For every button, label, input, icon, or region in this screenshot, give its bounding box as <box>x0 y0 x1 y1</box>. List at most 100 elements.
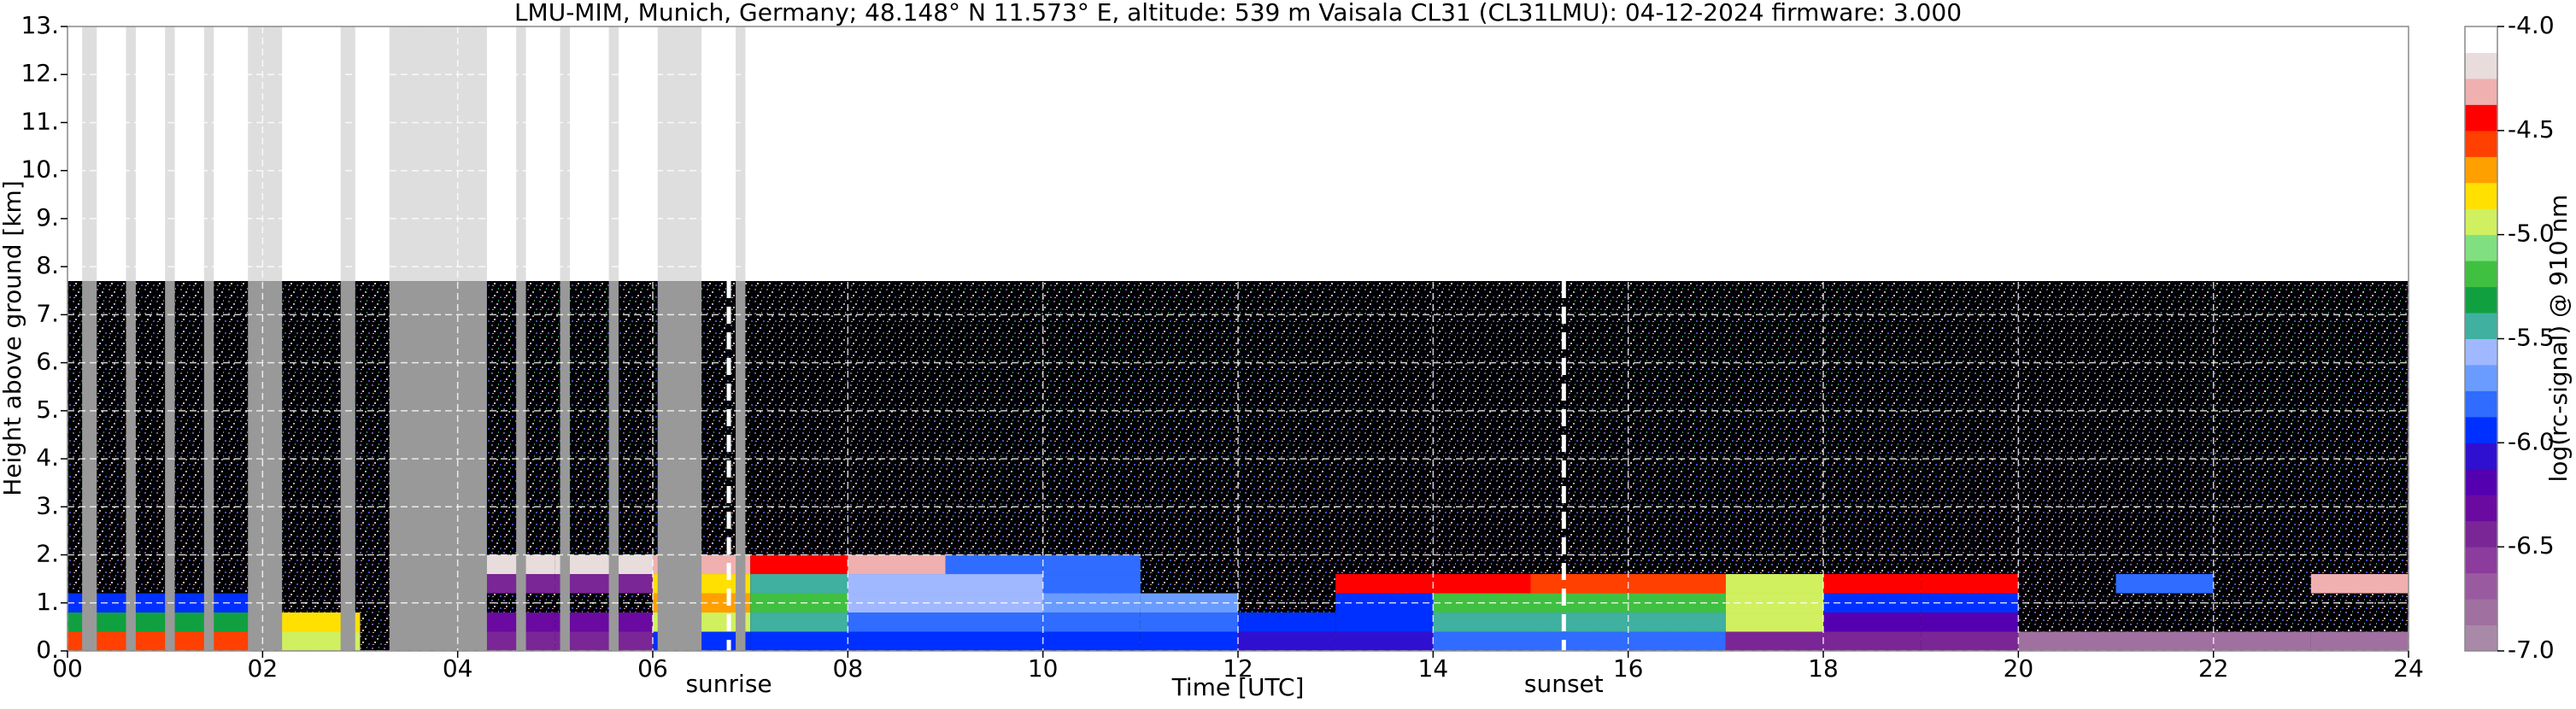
heatmap-cell <box>2310 631 2409 651</box>
y-tick-label: 13. <box>21 11 59 39</box>
colorbar-band <box>2465 286 2497 313</box>
heatmap-cell <box>1042 574 1141 594</box>
heatmap-cell <box>1238 612 1336 632</box>
y-tick-label: 0. <box>36 636 59 664</box>
heatmap-cell <box>1335 612 1434 632</box>
data-gap-upper <box>82 26 97 282</box>
heatmap-cell <box>1725 612 1823 632</box>
colorbar-label: log(rc-signal) @ 910 nm <box>2544 195 2573 483</box>
heatmap-cell <box>848 612 946 632</box>
colorbar-band <box>2465 313 2497 339</box>
heatmap-cell <box>1433 574 1531 594</box>
data-gap-upper <box>516 26 526 282</box>
data-gap <box>203 281 214 651</box>
chart-title: LMU-MIM, Munich, Germany; 48.148° N 11.5… <box>514 0 1962 26</box>
heatmap-cell <box>1628 612 1726 632</box>
heatmap-cell <box>945 554 1043 575</box>
heatmap-cell <box>2310 574 2409 594</box>
x-tick-label: 20 <box>2004 654 2034 683</box>
heatmap-cell <box>750 612 848 632</box>
colorbar-band <box>2465 78 2497 105</box>
data-gap <box>248 281 283 651</box>
heatmap-cell <box>2115 574 2214 594</box>
data-gap <box>389 281 487 651</box>
colorbar-band <box>2465 182 2497 209</box>
x-tick-label: 10 <box>1028 654 1059 683</box>
heatmap-cell <box>555 554 653 575</box>
heatmap-cell <box>1628 631 1726 651</box>
y-tick-label: 12. <box>21 59 59 87</box>
colorbar-band <box>2465 495 2497 522</box>
colorbar-band <box>2465 364 2497 391</box>
x-tick-label: 14 <box>1418 654 1449 683</box>
heatmap-cell <box>1921 574 2019 594</box>
heatmap-cell <box>750 631 848 651</box>
data-gap <box>82 281 97 651</box>
colorbar-tick-label: -5.5 <box>2508 324 2555 352</box>
heatmap-cell <box>555 631 653 651</box>
x-tick-label: 22 <box>2198 654 2229 683</box>
data-gap-upper <box>657 26 702 282</box>
heatmap-cell <box>848 574 946 594</box>
colorbar-band <box>2465 547 2497 574</box>
data-gap <box>608 281 619 651</box>
y-tick-label: 11. <box>21 107 59 135</box>
heatmap-cell <box>848 593 946 613</box>
x-tick-label: 18 <box>1808 654 1839 683</box>
y-tick-label: 3. <box>36 491 59 519</box>
heatmap-cell <box>262 631 361 651</box>
marker-label: sunset <box>1524 670 1604 698</box>
data-gap-upper <box>340 26 355 282</box>
colorbar-tick-label: -4.5 <box>2508 115 2555 144</box>
x-tick-label: 02 <box>248 654 279 683</box>
colorbar-band <box>2465 104 2497 132</box>
colorbar-band <box>2465 390 2497 418</box>
colorbar-band <box>2465 572 2497 600</box>
colorbar-tick-label: -6.5 <box>2508 531 2555 560</box>
data-gap-upper <box>560 26 570 282</box>
y-tick-label: 5. <box>36 396 59 424</box>
heatmap-cell <box>1140 631 1238 651</box>
data-gap-upper <box>126 26 136 282</box>
x-axis-label: Time [UTC] <box>1171 673 1305 701</box>
colorbar-band <box>2465 338 2497 366</box>
heatmap-cell <box>1140 612 1238 632</box>
data-gap-upper <box>248 26 283 282</box>
marker-label: sunrise <box>685 670 772 698</box>
data-gap-upper <box>165 26 175 282</box>
heatmap-cell <box>555 574 653 594</box>
heatmap-cell <box>1725 631 1823 651</box>
heatmap-cell <box>1335 574 1434 594</box>
colorbar-tick-label: -4.0 <box>2508 11 2555 39</box>
y-axis-label: Height above ground [km] <box>0 180 26 496</box>
x-tick-label: 00 <box>52 654 83 683</box>
colorbar-band <box>2465 261 2497 288</box>
plot-area <box>67 26 2409 652</box>
data-gap <box>516 281 526 651</box>
colorbar-band <box>2465 599 2497 626</box>
heatmap-cell <box>555 612 653 632</box>
heatmap-cell <box>1628 593 1726 613</box>
heatmap-cell <box>1042 554 1141 575</box>
y-tick-label: 10. <box>21 155 59 184</box>
y-tick-label: 7. <box>36 299 59 327</box>
colorbar-band <box>2465 442 2497 470</box>
colorbar-band <box>2465 234 2497 261</box>
colorbar: -7.0 -6.5 -6.0 -5.5 -5.0 -4.5 -4.0 <box>2464 11 2555 664</box>
heatmap-cell <box>2115 631 2214 651</box>
colorbar-band <box>2465 468 2497 495</box>
heatmap-cell <box>1921 631 2019 651</box>
heatmap-cell <box>848 631 946 651</box>
data-gap-upper <box>736 26 746 282</box>
colorbar-band <box>2465 26 2497 53</box>
heatmap-cell <box>1530 631 1628 651</box>
heatmap-cell <box>1530 574 1628 594</box>
heatmap-cell <box>1725 574 1823 594</box>
colorbar-band <box>2465 520 2497 548</box>
heatmap-cell <box>1140 593 1238 613</box>
x-tick-label: 16 <box>1613 654 1644 683</box>
colorbar-band <box>2465 624 2497 652</box>
heatmap-cell <box>1238 631 1336 651</box>
